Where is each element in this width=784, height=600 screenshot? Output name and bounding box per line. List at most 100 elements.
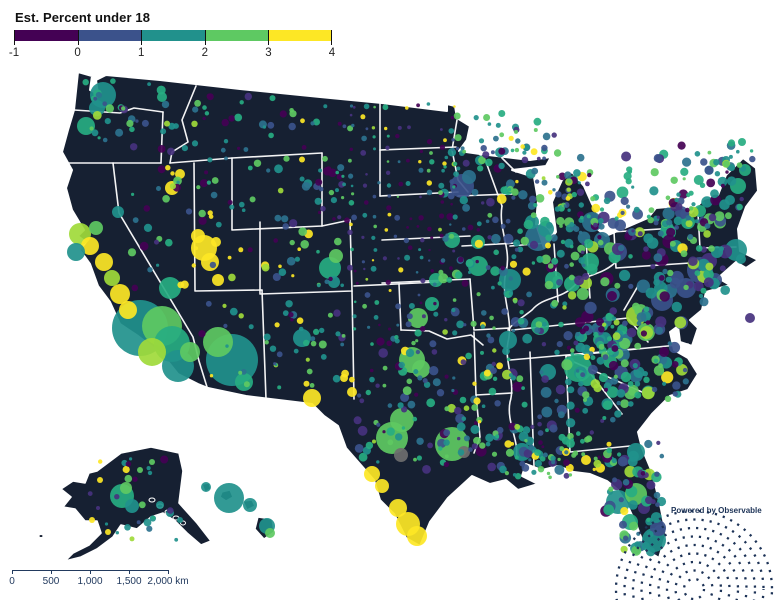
county-bubble: [535, 194, 545, 203]
county-bubble: [129, 126, 135, 133]
county-bubble: [673, 216, 683, 226]
county-bubble: [651, 499, 656, 505]
county-bubble: [497, 281, 502, 286]
county-bubble: [283, 155, 290, 162]
county-bubble: [347, 229, 353, 235]
county-bubble: [537, 421, 542, 427]
county-bubble: [560, 239, 566, 245]
county-bubble: [124, 524, 131, 531]
county-bubble: [521, 386, 525, 390]
county-bubble: [135, 119, 139, 123]
county-bubble: [386, 340, 393, 347]
county-bubble: [514, 247, 519, 252]
county-bubble: [370, 342, 374, 346]
county-bubble: [209, 261, 217, 269]
county-bubble: [428, 248, 431, 252]
county-bubble: [573, 340, 579, 346]
county-bubble: [196, 185, 201, 190]
county-bubble: [671, 301, 682, 313]
legend: Est. Percent under 18 -1 0 1 2 3 4: [9, 5, 346, 62]
county-bubble: [234, 113, 243, 122]
county-bubble: [608, 486, 614, 492]
county-bubble: [582, 407, 589, 414]
county-bubble: [583, 325, 590, 332]
county-bubble: [659, 453, 665, 459]
county-bubble: [610, 324, 615, 329]
county-bubble: [415, 339, 419, 343]
county-bubble: [502, 369, 512, 380]
county-bubble: [667, 269, 674, 277]
county-bubble: [556, 249, 565, 258]
county-bubble: [529, 195, 537, 203]
county-bubble: [713, 159, 720, 166]
county-bubble: [610, 377, 619, 385]
county-bubble: [511, 195, 516, 200]
county-bubble: [576, 431, 581, 436]
county-bubble: [551, 299, 559, 307]
county-bubble: [442, 161, 447, 166]
county-bubble: [365, 127, 369, 131]
county-bubble: [169, 183, 176, 190]
county-bubble: [447, 192, 455, 200]
county-bubble: [476, 292, 481, 297]
county-bubble: [387, 212, 392, 217]
county-bubble: [522, 333, 533, 344]
county-bubble: [332, 217, 336, 221]
county-bubble: [201, 482, 211, 492]
county-bubble: [535, 321, 543, 328]
county-bubble: [598, 223, 605, 230]
county-bubble: [474, 421, 478, 425]
county-bubble: [659, 347, 669, 357]
county-bubble: [104, 118, 111, 125]
county-bubble: [564, 378, 572, 386]
county-bubble: [414, 329, 422, 337]
county-bubble: [685, 215, 691, 221]
county-bubble: [430, 269, 434, 273]
county-bubble: [315, 178, 323, 186]
county-bubble: [429, 340, 437, 348]
county-bubble: [581, 455, 591, 465]
county-bubble: [238, 313, 244, 319]
county-bubble: [493, 249, 500, 256]
county-bubble: [353, 327, 357, 331]
county-bubble: [545, 242, 551, 249]
county-bubble: [577, 181, 581, 185]
county-bubble: [426, 168, 431, 173]
county-bubble: [426, 139, 433, 145]
county-bubble: [405, 106, 409, 110]
county-bubble: [554, 464, 565, 475]
county-bubble: [141, 119, 149, 127]
county-bubble: [666, 219, 673, 226]
county-bubble: [597, 455, 601, 459]
county-bubble: [309, 383, 315, 388]
county-bubble: [614, 282, 621, 289]
county-bubble: [481, 310, 487, 316]
county-bubble: [529, 240, 539, 249]
county-bubble: [301, 145, 307, 150]
county-bubble: [385, 145, 390, 150]
county-bubble: [125, 499, 139, 513]
county-bubble: [364, 466, 380, 482]
county-bubble: [452, 214, 458, 220]
county-bubble: [289, 239, 295, 246]
county-bubble: [701, 196, 713, 208]
county-bubble: [438, 446, 443, 451]
county-bubble: [384, 126, 388, 131]
county-bubble: [537, 466, 545, 473]
county-bubble: [371, 126, 376, 130]
county-bubble: [554, 398, 559, 404]
county-bubble: [534, 449, 541, 456]
globe-ring: [640, 535, 748, 600]
county-bubble: [621, 151, 632, 162]
county-bubble: [541, 254, 551, 265]
county-bubble: [89, 221, 103, 235]
county-bubble: [555, 191, 562, 198]
county-bubble: [556, 175, 560, 179]
county-bubble: [557, 457, 561, 462]
county-bubble: [612, 332, 621, 341]
county-bubble: [348, 158, 352, 163]
county-bubble: [628, 500, 638, 510]
county-bubble: [95, 253, 113, 271]
county-bubble: [566, 187, 571, 192]
